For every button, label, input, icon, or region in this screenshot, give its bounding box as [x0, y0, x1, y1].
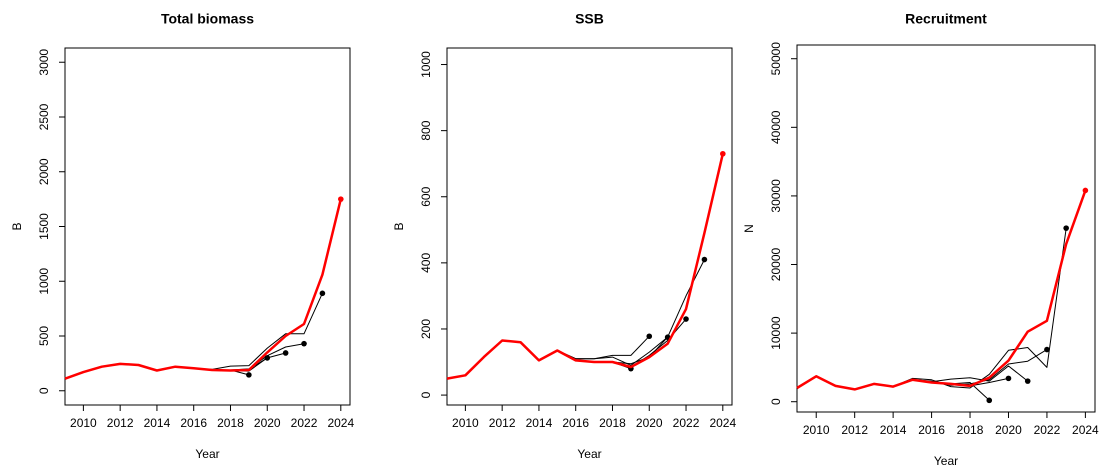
y-tick-label: 1500 — [37, 213, 51, 240]
y-tick-label: 10000 — [769, 316, 783, 350]
series-line — [64, 198, 343, 380]
series-end-point — [986, 397, 993, 404]
x-tick-label: 2022 — [673, 416, 700, 430]
series-end-point — [1005, 375, 1012, 382]
x-tick-label: 2016 — [180, 416, 207, 430]
y-tick-label: 0 — [37, 387, 51, 394]
x-tick-label: 2010 — [70, 416, 97, 430]
x-tick-label: 2024 — [1072, 423, 1099, 437]
y-tick-label: 400 — [419, 253, 433, 273]
x-tick-label: 2012 — [841, 423, 868, 437]
x-tick-label: 2020 — [254, 416, 281, 430]
y-tick-label: 30000 — [769, 179, 783, 213]
y-tick-label: 40000 — [769, 110, 783, 144]
plot-frame — [64, 47, 351, 406]
y-tick-label: 800 — [419, 120, 433, 140]
y-tick-label: 1000 — [419, 51, 433, 78]
y-axis-label: B — [10, 222, 24, 230]
series-line — [64, 343, 305, 380]
y-tick-label: 2000 — [37, 158, 51, 185]
series-line — [446, 153, 725, 380]
series-end-point — [246, 372, 252, 378]
x-tick-label: 2024 — [327, 416, 354, 430]
series-line — [796, 189, 1087, 391]
x-tick-label: 2020 — [995, 423, 1022, 437]
x-tick-label: 2018 — [599, 416, 626, 430]
panel: SSB Year B 2010 2012 2014 2016 2018 2020 2022 2024… — [392, 11, 736, 461]
plot-frame — [446, 47, 733, 406]
series-end-point — [701, 256, 708, 263]
chart-title: SSB — [575, 11, 604, 27]
chart-title: Recruitment — [905, 11, 987, 27]
y-tick-label: 0 — [769, 398, 783, 405]
panel: Total biomass Year B 2010 2012 2014 2016 2018 20… — [10, 11, 354, 461]
x-tick-label: 2014 — [144, 416, 171, 430]
series-end-point — [1024, 378, 1031, 384]
plot-frame — [796, 44, 1096, 413]
y-tick-label: 500 — [37, 326, 51, 346]
series-end-point — [301, 340, 307, 347]
y-tick-label: 3000 — [37, 49, 51, 76]
series-line — [446, 318, 687, 380]
x-tick-label: 2012 — [489, 416, 516, 430]
x-tick-label: 2012 — [107, 416, 134, 430]
series-end-point — [1063, 225, 1069, 231]
x-axis-label: Year — [577, 447, 601, 461]
series-end-point — [338, 196, 344, 202]
series-line — [446, 336, 668, 380]
series-line — [796, 349, 1048, 390]
series-end-point — [720, 150, 726, 157]
x-tick-label: 2024 — [709, 416, 736, 430]
x-tick-label: 2010 — [803, 423, 830, 437]
y-tick-label: 50000 — [769, 42, 783, 76]
y-tick-label: 200 — [419, 319, 433, 339]
x-tick-label: 2020 — [636, 416, 663, 430]
y-tick-label: 2500 — [37, 103, 51, 130]
x-tick-label: 2018 — [957, 423, 984, 437]
y-axis-label: B — [392, 222, 406, 230]
series-end-point — [683, 316, 689, 322]
series-line — [446, 335, 650, 380]
x-tick-label: 2014 — [526, 416, 553, 430]
series-end-point — [282, 350, 289, 356]
series-end-point — [319, 290, 326, 297]
chart-title: Total biomass — [161, 11, 254, 27]
y-tick-label: 20000 — [769, 248, 783, 282]
x-tick-label: 2022 — [291, 416, 318, 430]
x-tick-label: 2016 — [562, 416, 589, 430]
y-tick-label: 600 — [419, 186, 433, 206]
series-end-point — [1082, 187, 1089, 194]
panel: Recruitment Year N 2010 2012 2014 2016 2018 2020… — [742, 11, 1099, 468]
x-axis-label: Year — [195, 447, 219, 461]
x-tick-label: 2010 — [452, 416, 479, 430]
x-tick-label: 2018 — [217, 416, 244, 430]
series-end-point — [1044, 346, 1050, 353]
x-axis-label: Year — [934, 454, 958, 468]
x-tick-label: 2016 — [918, 423, 945, 437]
y-axis-label: N — [742, 224, 756, 233]
x-tick-label: 2014 — [880, 423, 907, 437]
series-line — [796, 228, 1067, 390]
y-tick-label: 1000 — [37, 268, 51, 295]
y-tick-label: 0 — [419, 391, 433, 398]
x-tick-label: 2022 — [1034, 423, 1061, 437]
series-end-point — [646, 333, 653, 340]
